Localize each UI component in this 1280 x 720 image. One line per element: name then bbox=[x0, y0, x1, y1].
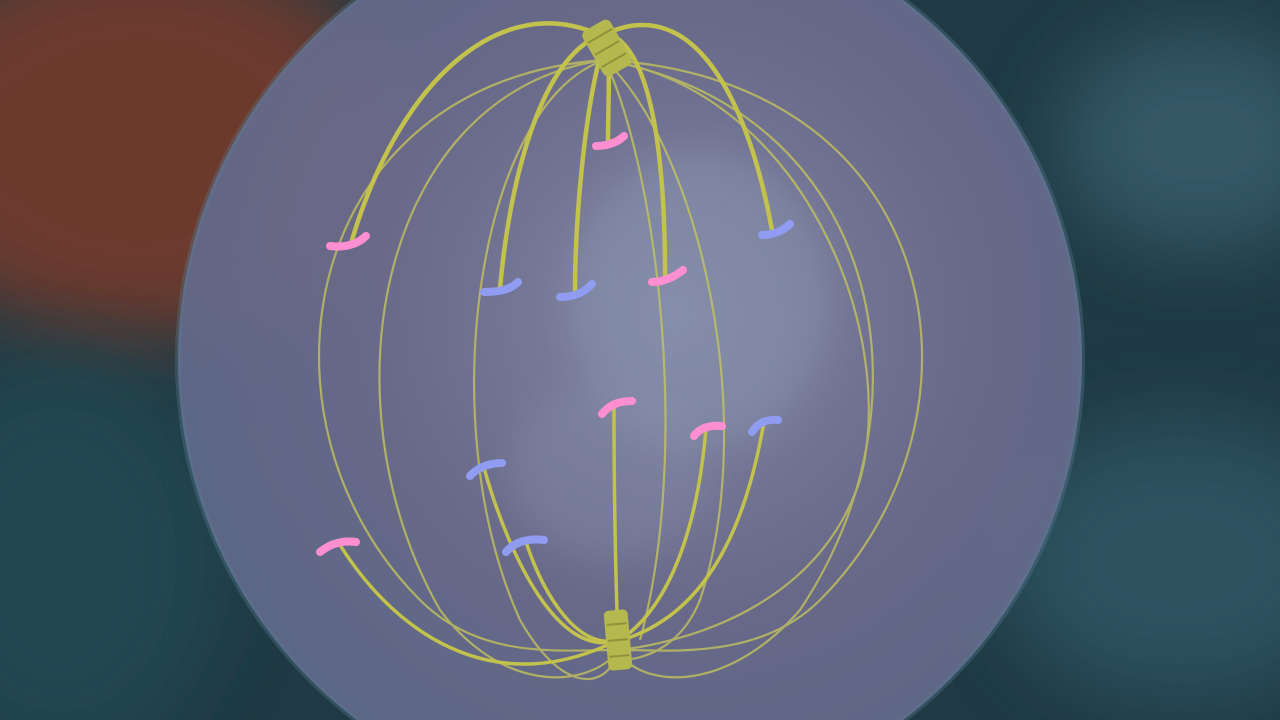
spindle-pole-icon bbox=[582, 19, 632, 77]
chromosome-icon bbox=[502, 535, 548, 556]
kinetochore-fiber bbox=[618, 426, 708, 642]
kinetochore-fiber bbox=[609, 32, 668, 278]
chromosome-icon bbox=[758, 220, 794, 239]
chromosome-icon bbox=[648, 266, 687, 286]
kinetochore-fiber bbox=[349, 21, 603, 243]
spindle-fiber bbox=[378, 58, 616, 679]
kinetochore-fiber bbox=[612, 22, 775, 233]
spindle-fiber bbox=[604, 59, 726, 662]
chromosome-icon bbox=[466, 459, 506, 480]
cool-blur-blob-left bbox=[0, 360, 220, 720]
cell-membrane-icon bbox=[175, 0, 1085, 720]
kinetochore-fiber bbox=[620, 420, 766, 642]
kinetochore-fiber bbox=[524, 540, 620, 644]
spindle-fiber bbox=[318, 58, 616, 652]
kinetochore-fiber bbox=[497, 32, 603, 291]
chromosome-icon bbox=[316, 537, 360, 556]
cool-blur-blob bbox=[1060, 30, 1280, 250]
chromosome-icon bbox=[690, 421, 726, 440]
kinetochore-fiber bbox=[338, 543, 620, 666]
chromosome-icon bbox=[556, 280, 596, 301]
spindle-fiber bbox=[604, 58, 923, 652]
spindle-pole-icon bbox=[603, 609, 633, 671]
chromosome-icon bbox=[748, 415, 782, 436]
chromosome-icon bbox=[326, 232, 370, 251]
spindle-fiber bbox=[603, 59, 667, 641]
chromosome-icon bbox=[598, 397, 636, 418]
cool-blur-blob-lower bbox=[1000, 420, 1280, 700]
chromosome-icon bbox=[592, 132, 628, 150]
chromosomes-lower bbox=[316, 397, 782, 556]
chromosomes-upper bbox=[326, 132, 794, 301]
kinetochore-fiber bbox=[572, 37, 608, 295]
kinetochore-fiber bbox=[482, 466, 620, 645]
upper-kinetochore-fibers bbox=[349, 21, 775, 295]
chromosome-icon bbox=[480, 278, 522, 296]
